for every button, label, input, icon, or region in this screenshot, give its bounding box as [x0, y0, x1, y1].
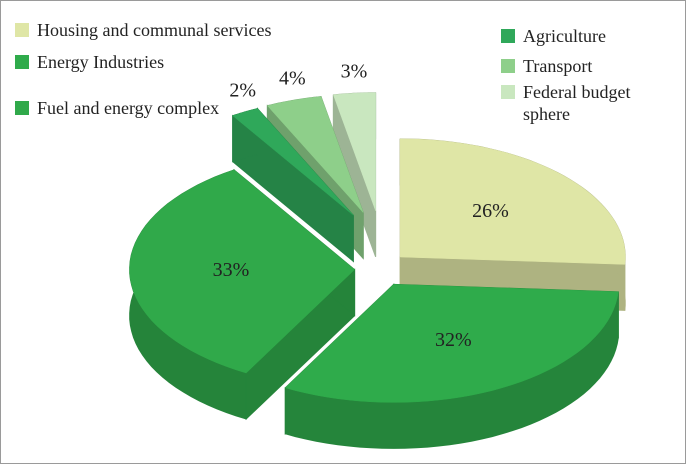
slice [232, 108, 354, 216]
legend-label: Transport [523, 56, 593, 76]
legend-item: Housing and communal services [15, 19, 345, 41]
legend-swatch [501, 85, 515, 99]
data-label: 26% [472, 200, 509, 222]
legend-item: Energy Industries [15, 51, 315, 73]
legend-label: Energy Industries [37, 52, 165, 72]
legend-label: Agriculture [523, 26, 606, 46]
legend-swatch [501, 29, 515, 43]
legend-label: Fuel and energy complex [37, 98, 220, 118]
legend-swatch [15, 23, 29, 37]
legend-swatch [501, 59, 515, 73]
legend-swatch [15, 55, 29, 69]
slice [333, 92, 376, 211]
data-label: 2% [229, 79, 256, 101]
data-label: 4% [279, 68, 306, 90]
slice [399, 138, 626, 265]
slice [284, 284, 619, 403]
legend-item: Agriculture [501, 25, 671, 47]
slice [129, 169, 355, 374]
legend-item: Federal budget sphere [501, 81, 661, 125]
slice [266, 96, 364, 213]
data-label: 33% [213, 259, 250, 281]
legend-label: Housing and communal services [37, 20, 272, 40]
legend-item: Transport [501, 55, 671, 77]
legend-item: Fuel and energy complex [15, 97, 315, 119]
data-label: 32% [435, 329, 472, 351]
legend-label: Federal budget sphere [523, 82, 631, 124]
data-label: 3% [341, 61, 368, 83]
legend-swatch [15, 101, 29, 115]
